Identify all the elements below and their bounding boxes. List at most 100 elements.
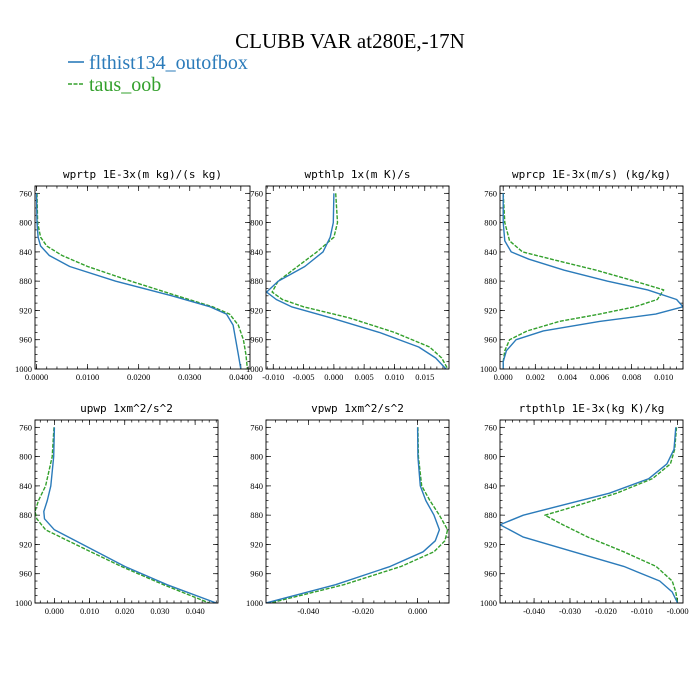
x-tick-label: 0.000 (324, 372, 343, 382)
y-tick-label: 920 (19, 539, 32, 549)
panel-title: wpthlp 1x(m K)/s (305, 168, 411, 181)
y-tick-label: 800 (19, 452, 32, 462)
y-tick-label: 1000 (480, 364, 497, 374)
legend-label-1: taus_oob (89, 74, 161, 96)
y-tick-label: 880 (484, 510, 497, 520)
x-tick-label: 0.006 (590, 372, 609, 382)
legend-label-0: flthist134_outofbox (89, 52, 248, 74)
x-tick-label: 0.0400 (229, 372, 252, 382)
x-tick-label: 0.040 (186, 606, 205, 616)
x-tick-label: 0.010 (654, 372, 673, 382)
panel-4: vpwp 1xm^2/s^2 760 800 840 880 920 960 1000 -0.0… (246, 402, 450, 616)
plot-frame (34, 185, 251, 370)
x-tick-label: 0.015 (415, 372, 434, 382)
panels: wprtp 1E-3x(m kg)/(s kg) 760 800 840 880 920 9… (15, 168, 689, 616)
y-tick-label: 800 (484, 218, 497, 228)
series-line-flthist134-outofbox (502, 193, 683, 369)
y-tick-label: 760 (19, 188, 32, 198)
series-line-taus-oob (35, 427, 210, 603)
panel-3: upwp 1xm^2/s^2 760 800 840 880 920 960 1000 0.00… (15, 402, 219, 616)
plot-frame (34, 419, 219, 604)
y-tick-label: 960 (484, 335, 497, 345)
y-tick-label: 840 (484, 481, 497, 491)
y-tick-label: 920 (484, 305, 497, 315)
series-line-flthist134-outofbox (35, 193, 242, 369)
plot-frame (499, 185, 684, 370)
y-tick-label: 1000 (246, 364, 263, 374)
y-tick-label: 760 (484, 422, 497, 432)
panel-1: wpthlp 1x(m K)/s7608008408809209601000-0… (246, 168, 450, 382)
y-tick-label: 960 (19, 335, 32, 345)
series-line-taus-oob (502, 193, 665, 369)
y-tick-label: 760 (19, 422, 32, 432)
x-tick-label: 0.000 (45, 606, 64, 616)
x-tick-label: -0.020 (352, 606, 374, 616)
x-tick-label: 0.020 (115, 606, 134, 616)
y-tick-label: 880 (484, 276, 497, 286)
series-line-taus-oob (271, 193, 449, 369)
x-tick-label: 0.010 (385, 372, 404, 382)
y-tick-label: 800 (484, 452, 497, 462)
x-tick-label: -0.040 (523, 606, 545, 616)
y-tick-label: 840 (19, 247, 32, 257)
y-tick-label: 800 (19, 218, 32, 228)
y-tick-label: 1000 (15, 598, 32, 608)
y-tick-label: 840 (484, 247, 497, 257)
plot-frame (499, 419, 684, 604)
x-tick-label: 0.0100 (76, 372, 99, 382)
series-line-flthist134-outofbox (500, 427, 679, 603)
panel-title: rtpthlp 1E-3x(kg K)/kg (519, 402, 665, 415)
x-tick-label: 0.002 (526, 372, 545, 382)
panel-0: wprtp 1E-3x(m kg)/(s kg) 760 800 840 880 920 9… (15, 168, 252, 382)
panel-title: wprtp 1E-3x(m kg)/(s kg) (63, 168, 222, 181)
x-tick-label: -0.020 (595, 606, 617, 616)
y-tick-label: 880 (250, 510, 263, 520)
x-tick-label: 0.010 (80, 606, 99, 616)
x-tick-label: -0.040 (297, 606, 319, 616)
x-tick-label: 0.005 (355, 372, 374, 382)
panel-title: vpwp 1xm^2/s^2 (311, 402, 404, 415)
y-tick-label: 880 (19, 510, 32, 520)
x-tick-label: -0.010 (631, 606, 653, 616)
x-tick-label: 0.0300 (178, 372, 201, 382)
y-tick-label: 920 (250, 539, 263, 549)
series-line-taus-oob (36, 193, 249, 369)
y-tick-label: 840 (19, 481, 32, 491)
y-tick-label: 960 (484, 569, 497, 579)
y-tick-label: 880 (19, 276, 32, 286)
y-tick-label: 960 (250, 569, 263, 579)
x-tick-label: 0.0200 (127, 372, 150, 382)
y-tick-label: 800 (250, 218, 263, 228)
y-tick-label: 840 (250, 247, 263, 257)
plot-frame (265, 185, 450, 370)
y-tick-label: 920 (484, 539, 497, 549)
series-line-flthist134-outofbox (266, 427, 441, 603)
x-tick-label: 0.030 (150, 606, 169, 616)
x-tick-label: 0.0000 (25, 372, 48, 382)
y-tick-label: 1000 (246, 598, 263, 608)
panel-5: rtpthlp 1E-3x(kg K)/kg 760 800 840 880 920 960… (480, 402, 689, 616)
panel-title: upwp 1xm^2/s^2 (80, 402, 173, 415)
y-tick-label: 960 (250, 335, 263, 345)
series-line-taus-oob (269, 427, 449, 603)
y-tick-label: 760 (484, 188, 497, 198)
x-tick-label: 0.008 (622, 372, 641, 382)
y-tick-label: 1000 (15, 364, 32, 374)
figure-title: CLUBB VAR at280E,-17N (235, 29, 465, 53)
series-line-taus-oob (544, 427, 679, 603)
panel-title: wprcp 1E-3x(m/s) (kg/kg) (512, 168, 671, 181)
x-tick-label: -0.000 (667, 606, 689, 616)
y-tick-label: 920 (19, 305, 32, 315)
y-tick-label: 800 (250, 452, 263, 462)
panel-2: wprcp 1E-3x(m/s) (kg/kg) 760 800 840 880 920 9… (480, 168, 684, 382)
y-tick-label: 880 (250, 276, 263, 286)
x-tick-label: 0.000 (408, 606, 427, 616)
y-tick-label: 960 (19, 569, 32, 579)
y-tick-label: 920 (250, 305, 263, 315)
y-tick-label: 1000 (480, 598, 497, 608)
x-tick-label: 0.000 (494, 372, 513, 382)
series-line-flthist134-outofbox (266, 193, 447, 369)
plot-frame (265, 419, 450, 604)
x-tick-label: -0.030 (559, 606, 581, 616)
